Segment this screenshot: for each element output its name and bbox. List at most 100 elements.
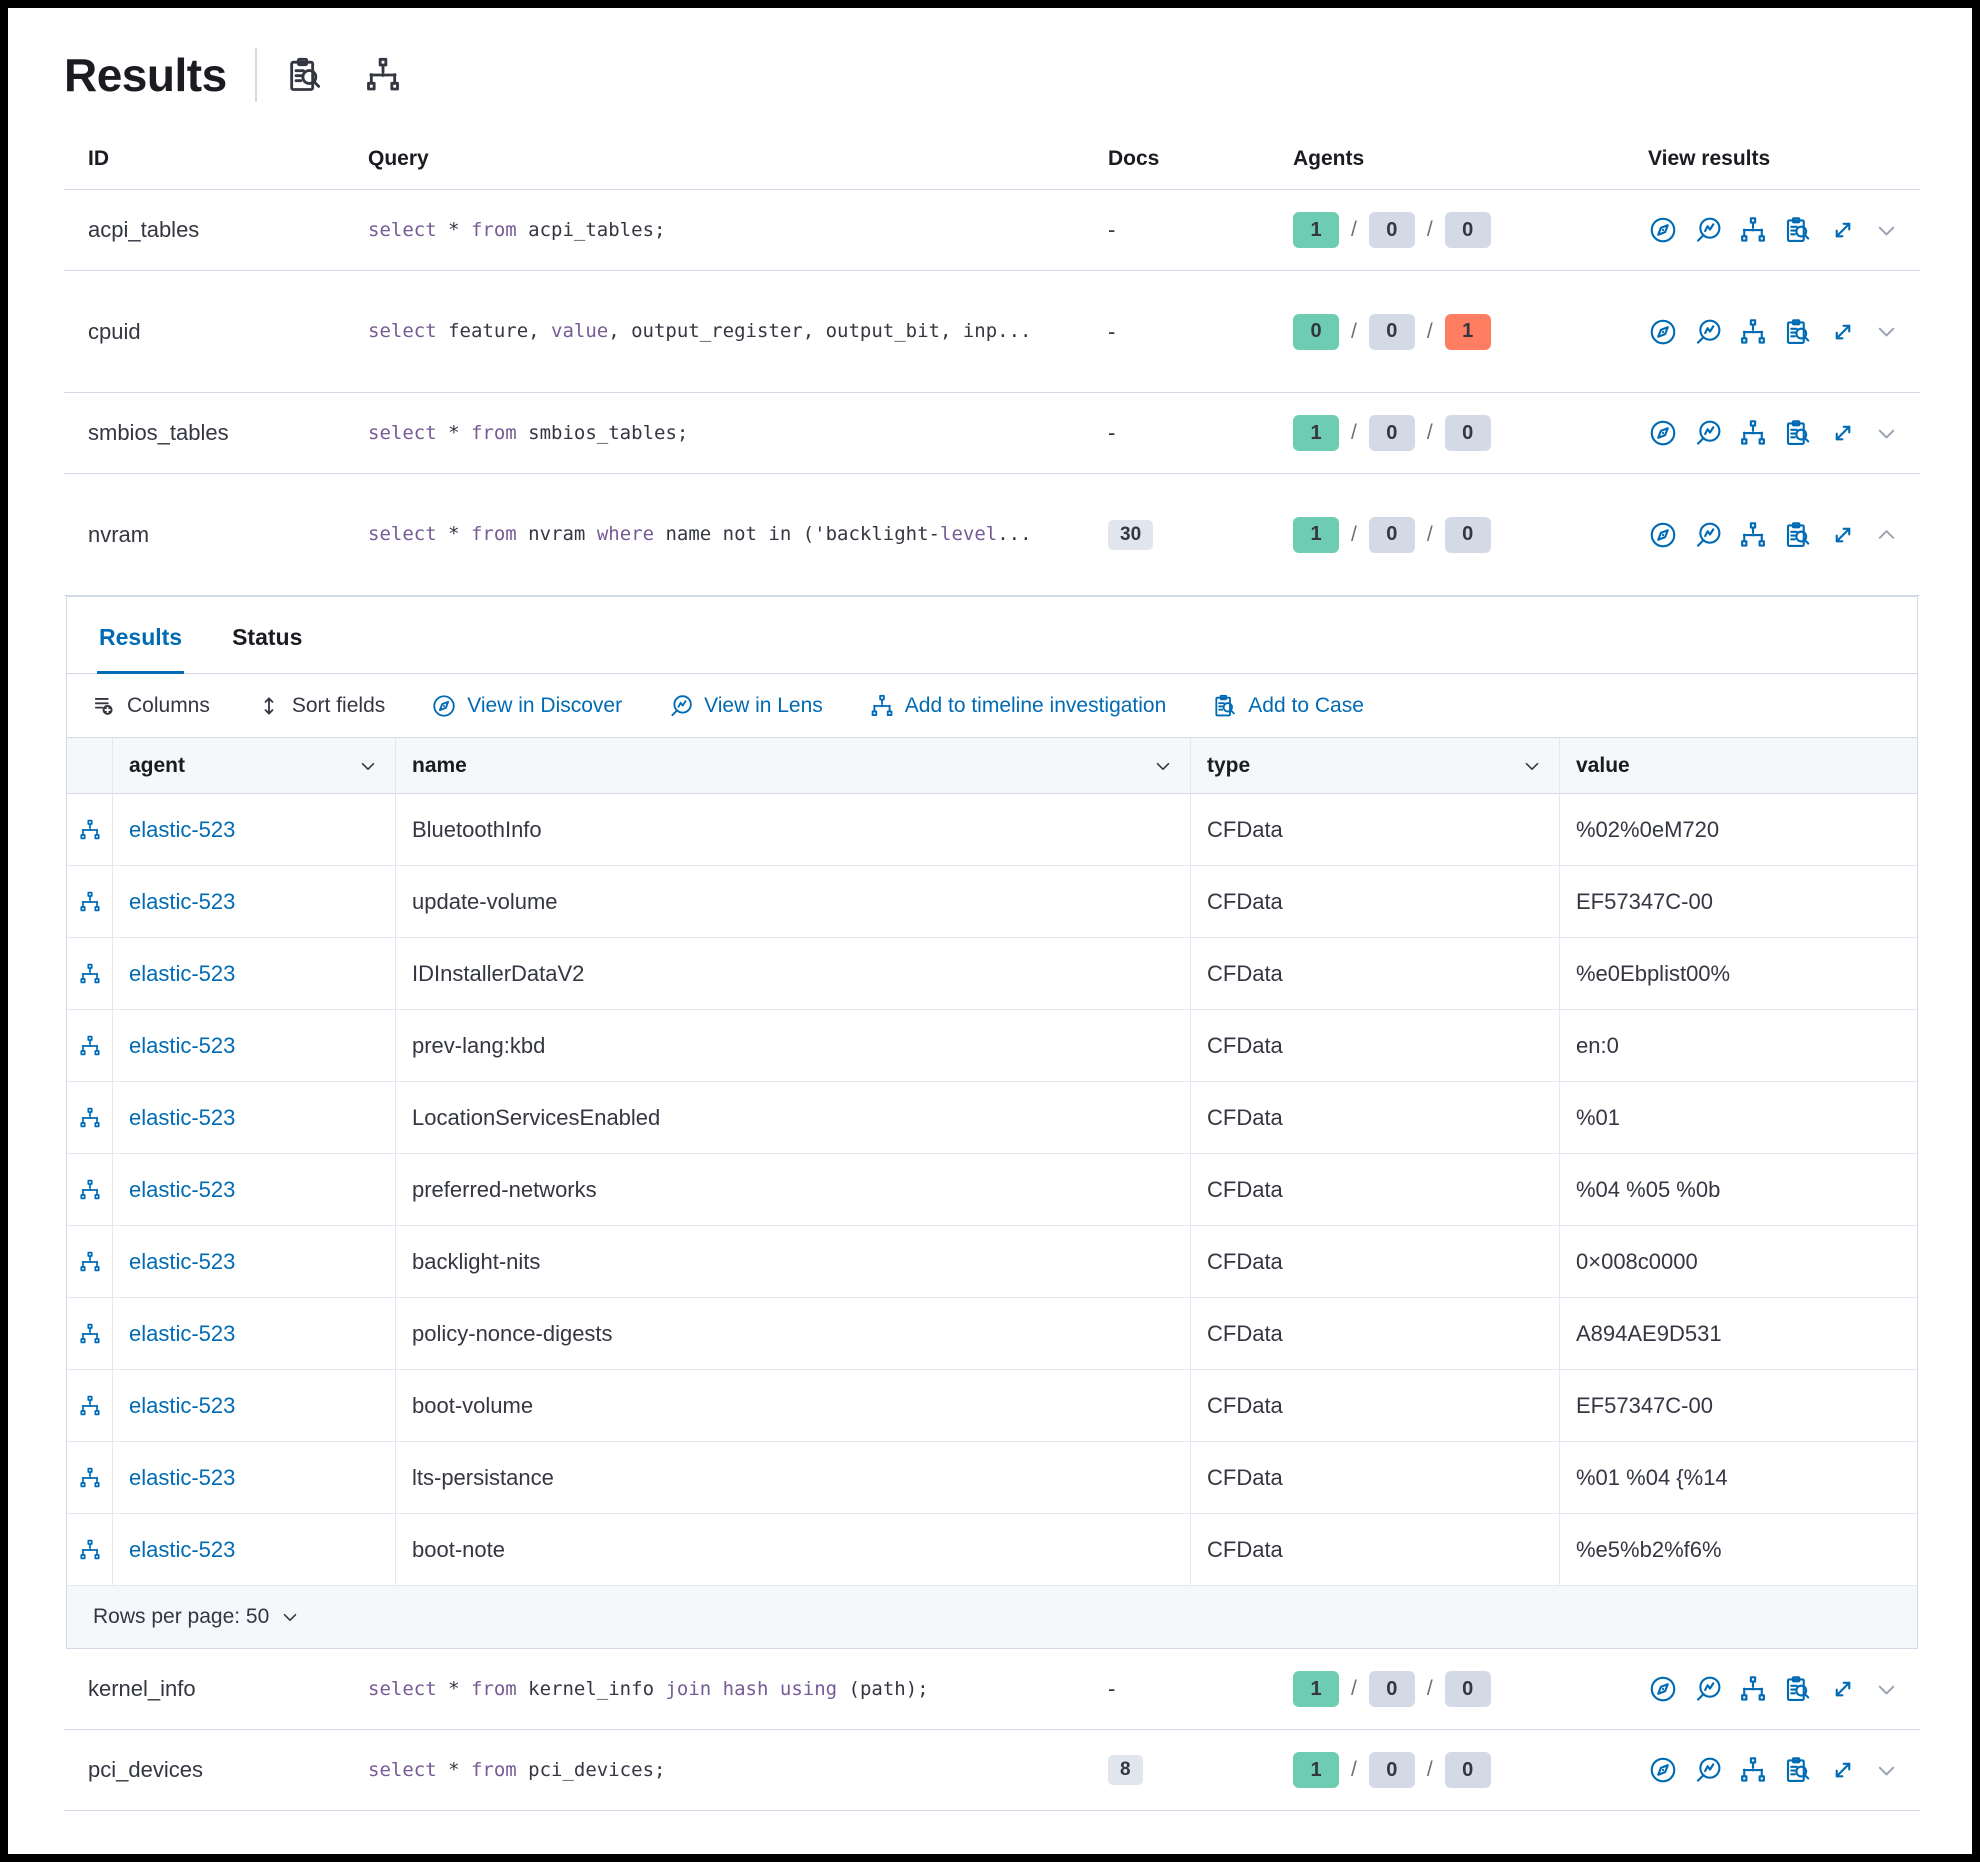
docs-count: 30 — [1108, 519, 1293, 550]
lens-icon[interactable] — [1693, 520, 1723, 550]
sitemap-icon[interactable] — [363, 55, 403, 95]
agents-separator: / — [1426, 1758, 1433, 1781]
discover-icon[interactable] — [1648, 215, 1678, 245]
inspect-icon[interactable] — [285, 55, 325, 95]
lens-icon[interactable] — [1693, 1674, 1723, 1704]
cell-name: BluetoothInfo — [395, 794, 1190, 865]
sitemap-icon — [78, 1538, 102, 1562]
columns-icon — [91, 693, 117, 719]
sitemap-icon — [78, 890, 102, 914]
sitemap-icon[interactable] — [1738, 1755, 1768, 1785]
agents-separator: / — [1426, 319, 1433, 343]
row-timeline-button[interactable] — [67, 1226, 112, 1297]
agent-link[interactable]: elastic-523 — [129, 1536, 236, 1562]
agents-separator: / — [1426, 1677, 1433, 1700]
agent-link[interactable]: elastic-523 — [129, 816, 236, 842]
row-timeline-button[interactable] — [67, 1082, 112, 1153]
row-timeline-button[interactable] — [67, 1514, 112, 1585]
tab-status[interactable]: Status — [232, 624, 303, 650]
expand-icon[interactable] — [1828, 215, 1858, 245]
sitemap-icon[interactable] — [1738, 418, 1768, 448]
query-row-acpi_tables: acpi_tables select * from acpi_tables; - 1 /… — [64, 190, 1920, 271]
agent-link[interactable]: elastic-523 — [129, 1248, 236, 1274]
sitemap-icon[interactable] — [1738, 1674, 1768, 1704]
discover-icon[interactable] — [1648, 418, 1678, 448]
page-title: Results — [64, 49, 227, 101]
row-timeline-button[interactable] — [67, 866, 112, 937]
row-timeline-button[interactable] — [67, 1370, 112, 1441]
inspect-icon[interactable] — [1783, 1755, 1813, 1785]
cell-type: CFData — [1190, 1154, 1559, 1225]
cell-value: A894AE9D531 — [1559, 1298, 1917, 1369]
sitemap-icon — [78, 962, 102, 986]
inspect-icon[interactable] — [1783, 520, 1813, 550]
cell-name: boot-volume — [395, 1370, 1190, 1441]
row-timeline-button[interactable] — [67, 1154, 112, 1225]
columns-button[interactable]: Columns — [91, 693, 210, 719]
inspect-icon[interactable] — [1783, 1674, 1813, 1704]
agent-link[interactable]: elastic-523 — [129, 888, 236, 914]
chevron-up-icon[interactable] — [1873, 521, 1900, 548]
inspect-icon[interactable] — [1783, 418, 1813, 448]
expand-icon[interactable] — [1828, 1674, 1858, 1704]
row-timeline-button[interactable] — [67, 1010, 112, 1081]
row-timeline-button[interactable] — [67, 938, 112, 1009]
query-sql: select * from smbios_tables; — [368, 421, 689, 444]
agents-status: 1 / 0 / 0 — [1293, 212, 1648, 248]
cell-agent: elastic-523 — [112, 1298, 395, 1369]
agent-link[interactable]: elastic-523 — [129, 1176, 236, 1202]
view-in-discover-button[interactable]: View in Discover — [431, 693, 622, 719]
lens-icon[interactable] — [1693, 317, 1723, 347]
add-to-case-button[interactable]: Add to Case — [1212, 693, 1364, 719]
tab-results[interactable]: Results — [97, 597, 185, 674]
result-row: elastic-523 boot-volume CFData EF57347C-00 — [67, 1370, 1917, 1442]
lens-icon[interactable] — [1693, 418, 1723, 448]
expand-icon[interactable] — [1828, 1755, 1858, 1785]
add-to-timeline-investigation-button[interactable]: Add to timeline investigation — [869, 693, 1166, 719]
button-label: Sort fields — [291, 693, 386, 717]
query-sql: select * from nvram where name not in ('… — [368, 523, 1032, 546]
grid-column-header-value[interactable]: value — [1559, 738, 1917, 793]
grid-column-header-name[interactable]: name — [395, 738, 1190, 793]
expand-icon[interactable] — [1828, 317, 1858, 347]
grid-column-header-type[interactable]: type — [1190, 738, 1559, 793]
agent-link[interactable]: elastic-523 — [129, 1392, 236, 1418]
expand-icon[interactable] — [1828, 520, 1858, 550]
sitemap-icon — [78, 1394, 102, 1418]
agent-link[interactable]: elastic-523 — [129, 1032, 236, 1058]
discover-icon[interactable] — [1648, 1755, 1678, 1785]
sitemap-icon[interactable] — [1738, 520, 1768, 550]
inspect-icon[interactable] — [1783, 317, 1813, 347]
agent-link[interactable]: elastic-523 — [129, 1104, 236, 1130]
cell-name: backlight-nits — [395, 1226, 1190, 1297]
view-results-actions — [1648, 1674, 1920, 1704]
inspect-icon[interactable] — [1783, 215, 1813, 245]
discover-icon[interactable] — [1648, 317, 1678, 347]
chevron-down-icon[interactable] — [1873, 318, 1900, 345]
cell-agent: elastic-523 — [112, 1154, 395, 1225]
chevron-down-icon[interactable] — [1873, 420, 1900, 447]
chevron-down-icon[interactable] — [1873, 217, 1900, 244]
expand-icon[interactable] — [1828, 418, 1858, 448]
discover-icon[interactable] — [1648, 1674, 1678, 1704]
sitemap-icon[interactable] — [1738, 215, 1768, 245]
agent-link[interactable]: elastic-523 — [129, 1464, 236, 1490]
discover-icon[interactable] — [1648, 520, 1678, 550]
cell-type: CFData — [1190, 1514, 1559, 1585]
cell-name: update-volume — [395, 866, 1190, 937]
grid-column-header-agent[interactable]: agent — [112, 738, 395, 793]
view-in-lens-button[interactable]: View in Lens — [668, 693, 823, 719]
sort-fields-button[interactable]: Sort fields — [256, 693, 385, 719]
row-timeline-button[interactable] — [67, 794, 112, 865]
row-timeline-button[interactable] — [67, 1298, 112, 1369]
row-timeline-button[interactable] — [67, 1442, 112, 1513]
rows-per-page-button[interactable]: Rows per page: 50 — [93, 1605, 301, 1629]
agent-badge-success: 1 — [1293, 1752, 1339, 1788]
sitemap-icon[interactable] — [1738, 317, 1768, 347]
chevron-down-icon[interactable] — [1873, 1676, 1900, 1703]
chevron-down-icon[interactable] — [1873, 1757, 1900, 1784]
lens-icon[interactable] — [1693, 215, 1723, 245]
agent-link[interactable]: elastic-523 — [129, 1320, 236, 1346]
agent-link[interactable]: elastic-523 — [129, 960, 236, 986]
lens-icon[interactable] — [1693, 1755, 1723, 1785]
